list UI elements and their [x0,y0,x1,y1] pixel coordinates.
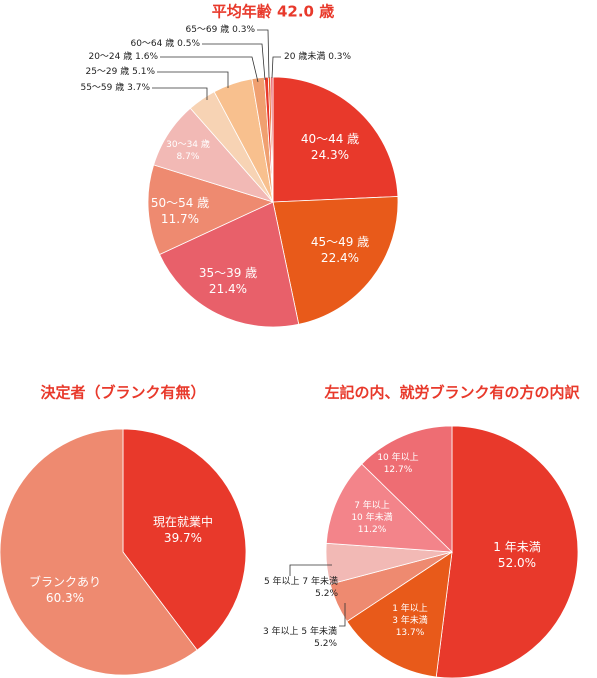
slice-label: 45〜49 歳 22.4% [311,234,369,266]
value-label: 11.7% [160,212,200,226]
pie-slice [435,425,579,678]
category-label: 25〜29 歳 [85,67,130,77]
value-label: 0.3% [232,25,255,35]
slice-label: 3 年以上 5 年未満 5.2% [263,626,337,650]
slice-label: 25〜29 歳 5.1% [85,66,155,78]
category-label: 現在就業中 [152,515,214,529]
category-label: 3 年以上 5 年未満 [262,627,337,637]
slice-label: 20 歳未満 0.3% [284,51,351,63]
value-label: 22.4% [320,251,360,265]
value-label: 5.1% [132,67,155,77]
slice-label: 40〜44 歳 24.3% [301,131,359,163]
value-label: 5.2% [315,589,338,599]
category-label: 10 年以上 [377,453,419,463]
category-label: 20 歳未満 [284,52,326,62]
pie-slice [159,201,300,328]
category-label: 45〜49 歳 [310,235,370,249]
pie-slice [0,428,198,676]
category-label: 5 年以上 7 年未満 [263,577,338,587]
slice-label: 7 年以上 10 年未満 11.2% [351,500,392,536]
value-label: 0.5% [177,39,200,49]
leader-line [202,43,266,81]
leader-line [152,87,208,100]
category-label: 60〜64 歳 [130,39,175,49]
value-label: 52.0% [497,556,537,570]
slice-label: 20〜24 歳 1.6% [88,51,158,63]
pie-slice [346,551,453,678]
category-label: ブランクあり [28,575,102,589]
category-label: 1 年未満 [493,540,541,554]
pie-slice [361,425,453,553]
slice-label: 35〜39 歳 21.4% [199,265,257,297]
chart-title: 決定者（ブランク有無） [40,384,205,402]
chart-title: 左記の内、就労ブランク有の方の内訳 [323,384,580,402]
category-label: 20〜24 歳 [88,52,133,62]
category-label: 65〜69 歳 [185,25,230,35]
category-label: 50〜54 歳 [150,196,210,210]
slice-label: 5 年以上 7 年未満 5.2% [264,576,338,600]
value-label: 39.7% [163,531,203,545]
chart-title: 平均年齢 42.0 歳 [212,3,334,21]
value-label: 5.2% [314,639,337,649]
value-label: 21.4% [208,282,248,296]
value-label: 12.7% [383,465,413,475]
leader-line [289,564,332,576]
value-label: 8.7% [176,152,200,162]
category-label: 40〜44 歳 [300,132,360,146]
category-label: 7 年以上 10 年未満 [351,501,393,523]
slice-label: 55〜59 歳 3.7% [80,82,150,94]
pie-slice [325,463,454,553]
pie-slice [272,196,399,325]
leader-line [157,71,229,88]
slice-label: 50〜54 歳 11.7% [151,195,209,227]
slice-label: 1 年未満 52.0% [493,539,540,571]
category-label: 35〜39 歳 [198,266,258,280]
leader-line [257,29,270,79]
slice-label: ブランクあり 60.3% [29,574,101,606]
leader-line [339,603,346,627]
pie-slice [122,428,247,651]
slice-label: 30〜34 歳 8.7% [166,139,210,163]
value-label: 60.3% [45,591,85,605]
value-label: 13.7% [395,628,425,638]
pie-slice [272,76,399,203]
category-label: 30〜34 歳 [166,140,210,150]
slice-label: 1 年以上 3 年未満 13.7% [392,603,428,639]
category-label: 55〜59 歳 [80,83,125,93]
value-label: 1.6% [135,52,158,62]
slice-label: 現在就業中 39.7% [153,514,213,546]
leader-line [271,56,281,79]
value-label: 3.7% [127,83,150,93]
value-label: 11.2% [357,525,387,535]
category-label: 1 年以上 3 年未満 [392,604,428,626]
value-label: 24.3% [310,148,350,162]
leader-line [160,56,259,83]
value-label: 0.3% [328,52,352,62]
pie-slice [147,164,275,256]
slice-label: 65〜69 歳 0.3% [185,24,255,36]
slice-label: 60〜64 歳 0.5% [130,38,200,50]
slice-label: 10 年以上 12.7% [377,452,418,476]
